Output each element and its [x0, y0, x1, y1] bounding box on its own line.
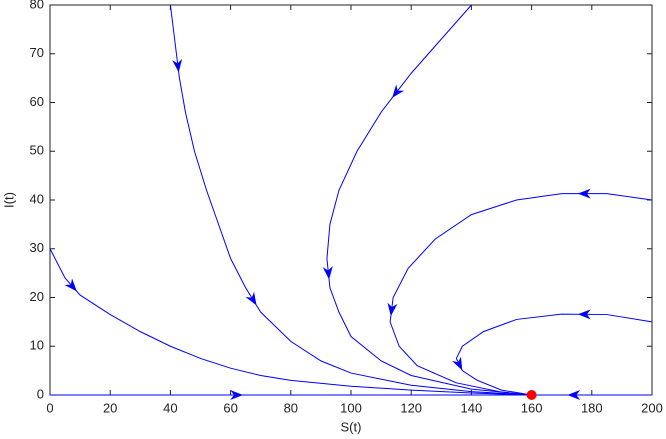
direction-arrow	[245, 291, 257, 306]
trajectory	[326, 4, 532, 396]
y-tick-label: 80	[30, 0, 44, 11]
y-tick-label: 40	[30, 191, 44, 206]
x-tick-label: 160	[521, 400, 543, 415]
trajectory	[389, 193, 653, 396]
x-tick-label: 60	[223, 400, 237, 415]
equilibrium-point	[526, 390, 537, 400]
direction-arrow	[577, 188, 591, 199]
trajectory	[49, 248, 532, 396]
x-tick-label: 200	[641, 400, 663, 415]
x-tick-label: 100	[340, 400, 362, 415]
y-tick-label: 0	[37, 386, 44, 401]
y-tick-label: 30	[30, 240, 44, 255]
direction-arrow	[230, 390, 244, 400]
y-tick-label: 10	[30, 338, 44, 353]
direction-arrow	[387, 302, 398, 317]
direction-arrow	[322, 266, 333, 280]
direction-arrow	[451, 356, 463, 371]
x-tick-label: 80	[284, 400, 298, 415]
y-tick-label: 60	[30, 94, 44, 109]
y-axis-label: I(t)	[1, 192, 16, 208]
x-axis-label: S(t)	[341, 419, 362, 434]
direction-arrow	[172, 58, 183, 73]
x-tick-label: 120	[400, 400, 422, 415]
direction-arrow	[567, 390, 581, 400]
direction-arrow	[64, 278, 77, 292]
x-tick-label: 180	[581, 400, 603, 415]
direction-arrow	[392, 84, 405, 98]
y-tick-label: 50	[30, 143, 44, 158]
x-tick-label: 0	[46, 400, 53, 415]
x-tick-label: 140	[461, 400, 483, 415]
y-tick-label: 70	[30, 45, 44, 60]
x-tick-label: 20	[103, 400, 117, 415]
direction-arrow	[577, 309, 591, 320]
trajectory	[455, 313, 653, 396]
x-tick-label: 40	[163, 400, 177, 415]
y-tick-label: 20	[30, 289, 44, 304]
